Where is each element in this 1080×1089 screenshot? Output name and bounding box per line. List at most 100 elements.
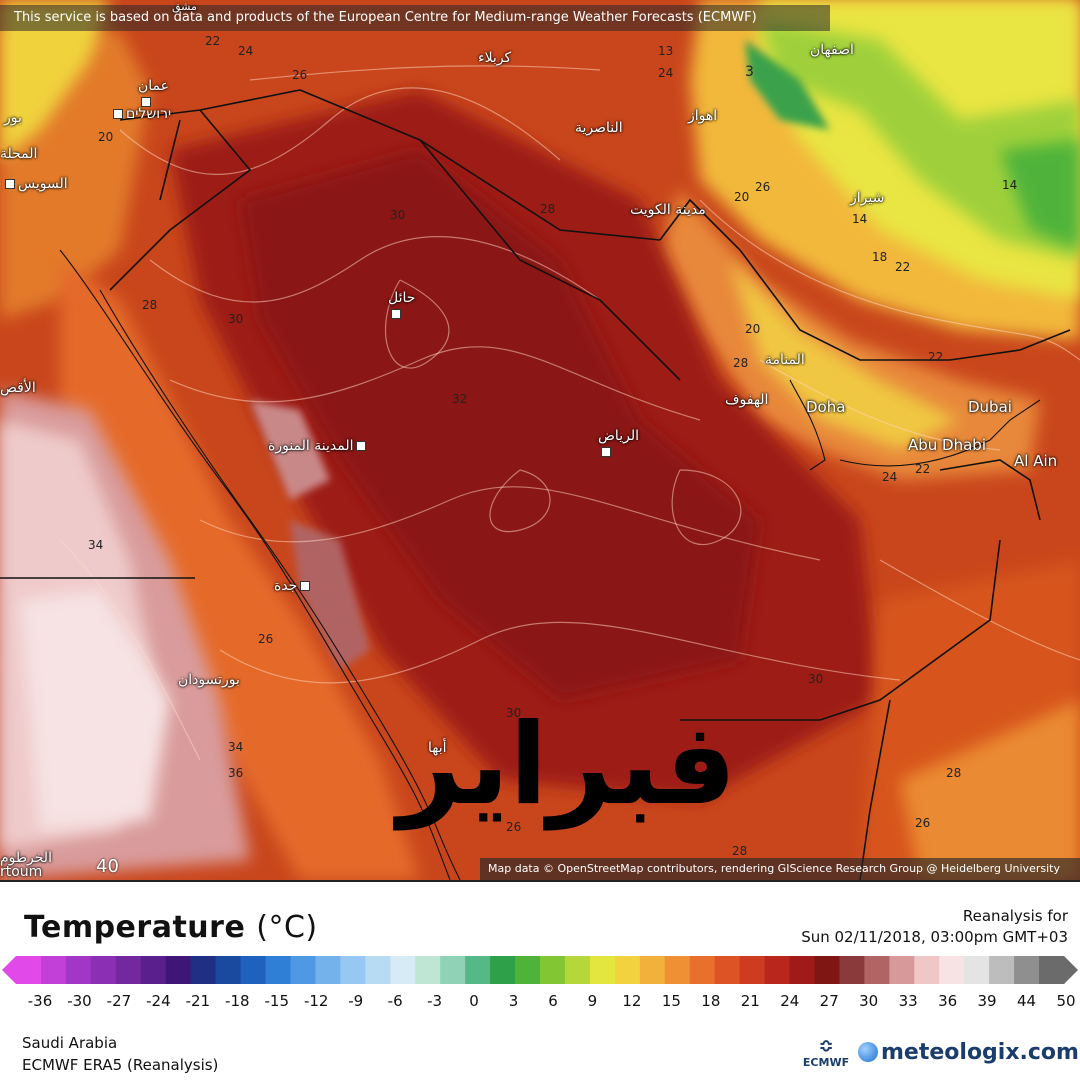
scale-cell [115, 956, 142, 984]
legend-unit: (°C) [256, 910, 318, 945]
edge-label: الأقص [0, 380, 36, 396]
isotherm-label: 30 [228, 312, 244, 326]
city-label: مدينة الكويت [630, 202, 706, 218]
city-hail[interactable]: حائل [388, 290, 415, 322]
map-canvas [0, 0, 1080, 880]
isotherm-label: 26 [506, 820, 522, 834]
ecmwf-attribution: This service is based on data and produc… [0, 5, 830, 31]
city-nasiriyah[interactable]: الناصرية [575, 120, 623, 136]
scale-cell [190, 956, 217, 984]
osm-attribution: Map data © OpenStreetMap contributors, r… [480, 858, 1080, 880]
city-label: Al Ain [1014, 452, 1058, 470]
scale-cell [639, 956, 666, 984]
city-medina[interactable]: المدينة المنورة [268, 438, 369, 454]
city-isfahan[interactable]: اصفهان [810, 42, 854, 58]
scale-tick-label: -15 [264, 992, 290, 1010]
city-al-ain[interactable]: Al Ain [1014, 452, 1057, 470]
scale-tick-label: 12 [622, 992, 642, 1010]
isotherm-label: 18 [872, 250, 888, 264]
isotherm-label: 20 [98, 130, 114, 144]
city-label: شيراز [850, 190, 885, 206]
city-label: Doha [806, 398, 846, 416]
temperature-map[interactable]: This service is based on data and produc… [0, 0, 1080, 882]
city-label: Dubai [968, 398, 1012, 416]
scale-cell [90, 956, 117, 984]
scale-tick-label: 39 [977, 992, 997, 1010]
city-port-sudan[interactable]: بورتسودان [178, 672, 240, 688]
isotherm-label: 20 [745, 322, 761, 336]
city-amman[interactable]: عمان [138, 78, 169, 110]
city-riyadh[interactable]: الرياض [598, 428, 639, 460]
isotherm-label: 24 [238, 44, 254, 58]
edge-label: بور [4, 110, 22, 126]
isotherm-label: 26 [258, 632, 274, 646]
region-info: Saudi Arabia ECMWF ERA5 (Reanalysis) [22, 1032, 218, 1076]
scale-tick-label: -6 [387, 992, 403, 1010]
city-shiraz[interactable]: شيراز [850, 190, 884, 206]
scale-cell [465, 956, 491, 984]
scale-tick-label: -3 [427, 992, 443, 1010]
scale-cell [739, 956, 766, 984]
scale-tick-label: 3 [508, 992, 519, 1010]
city-ahvaz[interactable]: اهواز [688, 108, 717, 124]
ecmwf-logo[interactable]: ≎ ECMWF [798, 1038, 854, 1070]
isotherm-label: 13 [658, 44, 674, 58]
isotherm-label: 30 [390, 208, 406, 222]
city-abha[interactable]: أبها [428, 740, 447, 756]
scale-tick-label: 0 [469, 992, 479, 1010]
scale-cell [814, 956, 840, 984]
city-jerusalem[interactable]: ירושלים [110, 106, 171, 122]
scale-cell [764, 956, 791, 984]
scale-cell [540, 956, 566, 984]
scale-cell [614, 956, 641, 984]
city-hofuf[interactable]: الهفوف [725, 392, 768, 408]
edge-label: rtoum [0, 864, 43, 880]
city-label: حائل [388, 290, 416, 306]
scale-cell [564, 956, 591, 984]
city-marker-icon [113, 109, 123, 119]
isotherm-label: 34 [228, 740, 244, 754]
city-jeddah[interactable]: جدة [274, 578, 313, 594]
isotherm-label: 3 [745, 64, 754, 80]
isotherm-label: 22 [928, 350, 944, 364]
scale-tick-label: 36 [938, 992, 958, 1010]
scale-tick-label: 30 [859, 992, 879, 1010]
isotherm-label: 22 [205, 34, 221, 48]
city-suez[interactable]: السويس [2, 176, 68, 192]
city-karbala[interactable]: كربلاء [478, 50, 511, 66]
city-label: الناصرية [575, 120, 623, 136]
scale-tick-label: 50 [1056, 992, 1076, 1010]
meteologix-logo[interactable]: meteologix.com [858, 1040, 1079, 1065]
city-abu-dhabi[interactable]: Abu Dhabi [908, 436, 986, 454]
isotherm-label: 28 [540, 202, 556, 216]
scale-cell [1014, 956, 1040, 984]
city-label: ירושלים [126, 106, 172, 122]
city-doha[interactable]: Doha [806, 398, 845, 416]
scale-cell [16, 956, 42, 984]
scale-cell [839, 956, 865, 984]
city-manama[interactable]: المنامة [765, 352, 805, 368]
reanalysis-datetime: Sun 02/11/2018, 03:00pm GMT+03 [801, 928, 1068, 946]
edge-label: مشق [172, 0, 197, 13]
scale-cell [215, 956, 242, 984]
city-dubai[interactable]: Dubai [968, 398, 1012, 416]
isotherm-label: 28 [732, 844, 748, 858]
scale-cell [140, 956, 167, 984]
scale-tick-label: 9 [587, 992, 598, 1010]
city-kuwait[interactable]: مدينة الكويت [630, 202, 706, 218]
scale-cell [290, 956, 316, 984]
scale-tick-label: -30 [67, 992, 92, 1010]
scale-cell [889, 956, 915, 984]
city-marker-icon [391, 309, 401, 319]
scale-cell [65, 956, 92, 984]
city-marker-icon [300, 581, 311, 591]
scale-cell [789, 956, 815, 984]
scale-cell [40, 956, 67, 984]
isotherm-label: 26 [292, 68, 308, 82]
reanalysis-info: Reanalysis for Sun 02/11/2018, 03:00pm G… [801, 906, 1068, 948]
isotherm-label: 34 [88, 538, 104, 552]
scale-cell [864, 956, 890, 984]
scale-cell [365, 956, 391, 984]
scale-cell [964, 956, 990, 984]
isotherm-label: 26 [915, 816, 931, 830]
